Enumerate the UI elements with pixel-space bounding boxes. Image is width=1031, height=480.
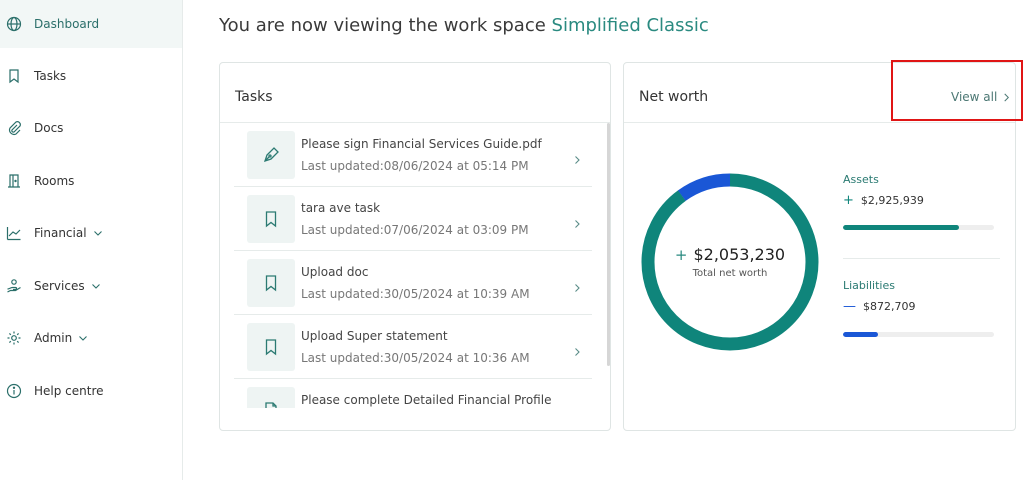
chevron-right-icon (572, 406, 582, 408)
view-all-highlight (891, 60, 1023, 121)
sidebar-item-help-centre[interactable]: Help centre (0, 367, 182, 415)
liabilities-bar-fill (843, 332, 878, 337)
liabilities-bar (843, 332, 994, 337)
sidebar-item-label: Docs (34, 121, 64, 135)
bookmark-icon (247, 259, 295, 307)
tasks-card-title: Tasks (235, 89, 273, 105)
total-net-worth-value: $2,053,230 (693, 245, 786, 264)
chevron-right-icon (572, 214, 582, 228)
sidebar-item-financial[interactable]: Financial (0, 209, 182, 257)
net-worth-title: Net worth (639, 89, 709, 105)
workspace-heading: You are now viewing the work space Simpl… (219, 15, 709, 36)
task-updated: Last updated:30/05/2024 at 10:36 AM (301, 351, 530, 365)
divider (843, 258, 1000, 259)
chevron-right-icon (572, 278, 582, 292)
chevron-down-icon (78, 333, 88, 343)
sidebar-item-label: Rooms (34, 174, 75, 188)
assets-bar (843, 225, 994, 230)
assets-label: Assets (843, 173, 879, 186)
task-title: Upload doc (301, 265, 369, 279)
task-updated: Last updated:30/05/2024 at 10:39 AM (301, 287, 530, 301)
task-title: Upload Super statement (301, 329, 448, 343)
task-list: Please sign Financial Services Guide.pdf… (234, 123, 592, 408)
chevron-right-icon (572, 342, 582, 356)
assets-bar-fill (843, 225, 960, 230)
net-worth-donut (641, 173, 819, 351)
task-updated: Last updated:08/06/2024 at 05:14 PM (301, 159, 529, 173)
sidebar-item-label: Tasks (34, 69, 67, 83)
view-all-link[interactable]: View all (951, 90, 1011, 104)
chart-line-icon (6, 225, 22, 241)
divider (220, 122, 610, 123)
liabilities-amount: $872,709 (863, 300, 916, 313)
tasks-card: Tasks Please sign Financial Services Gui… (219, 62, 611, 431)
sidebar-item-services[interactable]: Services (0, 262, 182, 310)
total-net-worth: + $2,053,230 (675, 245, 785, 264)
sidebar-item-admin[interactable]: Admin (0, 314, 182, 362)
minus-sign: — (843, 299, 856, 314)
chevron-down-icon (93, 228, 103, 238)
view-all-label: View all (951, 90, 998, 104)
task-updated: Last updated:07/06/2024 at 03:09 PM (301, 223, 529, 237)
paperclip-icon (6, 120, 22, 136)
document-icon (247, 387, 295, 408)
sidebar-item-label: Admin (34, 331, 73, 345)
chevron-right-icon (572, 150, 582, 164)
task-row[interactable]: tara ave task Last updated:07/06/2024 at… (234, 187, 592, 251)
task-title: Please sign Financial Services Guide.pdf (301, 137, 542, 151)
sidebar-item-tasks[interactable]: Tasks (0, 52, 182, 100)
task-row[interactable]: Please sign Financial Services Guide.pdf… (234, 123, 592, 187)
sidebar-item-dashboard[interactable]: Dashboard (0, 0, 182, 48)
sidebar-item-label: Services (34, 279, 85, 293)
workspace-name[interactable]: Simplified Classic (551, 15, 709, 36)
services-icon (6, 278, 22, 294)
pen-icon (247, 131, 295, 179)
bookmark-icon (247, 195, 295, 243)
task-row[interactable]: Please complete Detailed Financial Profi… (234, 379, 592, 408)
liabilities-label: Liabilities (843, 279, 895, 292)
liabilities-value: — $872,709 (843, 299, 916, 314)
task-row[interactable]: Upload Super statement Last updated:30/0… (234, 315, 592, 379)
assets-value: + $2,925,939 (843, 193, 924, 208)
gear-icon (6, 330, 22, 346)
workspace-prefix: You are now viewing the work space (219, 15, 546, 36)
donut-center: + $2,053,230 Total net worth (639, 171, 821, 353)
plus-sign: + (843, 193, 854, 208)
task-list-scrollbar[interactable] (607, 123, 610, 366)
sidebar-item-label: Dashboard (34, 17, 100, 31)
donut-liabilities-arc (641, 173, 819, 351)
globe-icon (6, 16, 22, 32)
chevron-right-icon (1004, 93, 1010, 101)
assets-amount: $2,925,939 (860, 194, 924, 207)
sidebar: Dashboard Tasks Docs Rooms Financial (0, 0, 183, 480)
sidebar-item-docs[interactable]: Docs (0, 104, 182, 152)
plus-sign: + (674, 245, 688, 264)
info-icon (6, 383, 22, 399)
bookmark-icon (247, 323, 295, 371)
net-worth-card: Net worth View all + $2,053,230 Total ne… (623, 62, 1016, 431)
sidebar-item-label: Help centre (34, 384, 104, 398)
sidebar-item-rooms[interactable]: Rooms (0, 157, 182, 205)
bookmark-icon (6, 68, 22, 84)
door-icon (6, 173, 22, 189)
sidebar-item-label: Financial (34, 226, 87, 240)
task-title: tara ave task (301, 201, 381, 215)
task-title: Please complete Detailed Financial Profi… (301, 393, 552, 407)
chevron-down-icon (91, 281, 101, 291)
task-row[interactable]: Upload doc Last updated:30/05/2024 at 10… (234, 251, 592, 315)
total-net-worth-label: Total net worth (692, 268, 768, 279)
divider (624, 122, 1015, 123)
